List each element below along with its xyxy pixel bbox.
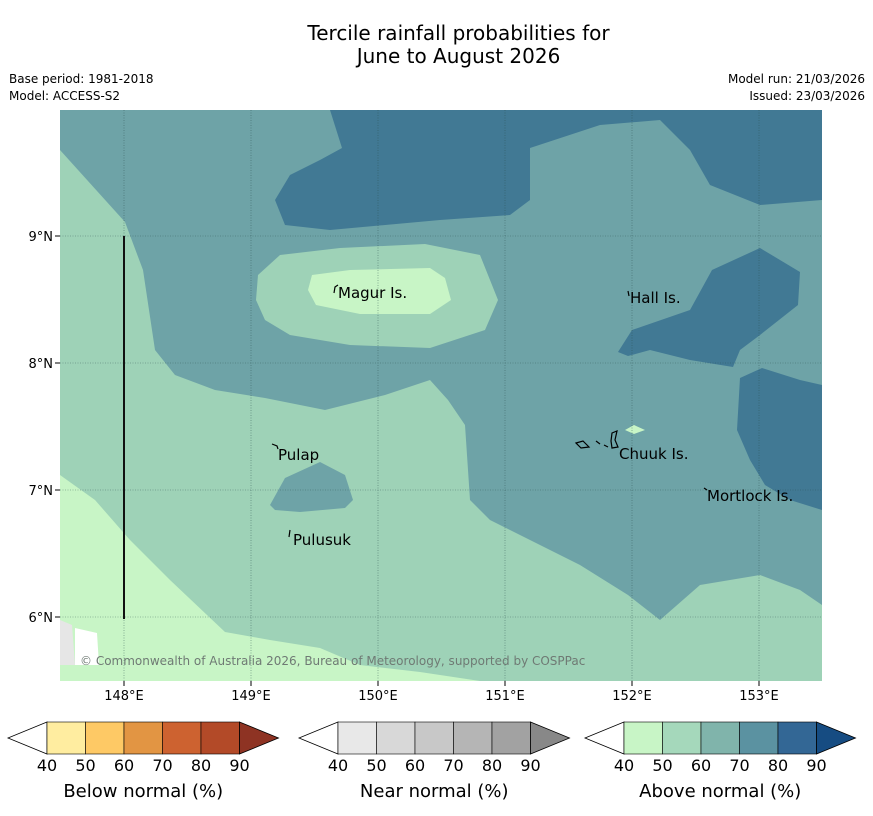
lon-label-153e: 153°E — [739, 689, 779, 700]
place-pulusuk: Pulusuk — [293, 531, 351, 549]
near-colorbar-tick: 60 — [405, 756, 425, 775]
region-above-80-north — [275, 110, 822, 230]
region-white-patch — [75, 628, 99, 665]
above-colorbar-tick: 80 — [768, 756, 788, 775]
colorbar-below: 40 50 60 70 80 90 Below normal (%) — [6, 721, 280, 802]
above-colorbar-tick: 60 — [691, 756, 711, 775]
lon-label-150e: 150°E — [358, 689, 398, 700]
below-colorbar-segment — [46, 721, 86, 755]
above-colorbar-segment — [662, 721, 702, 755]
near-colorbar-segment — [337, 721, 377, 755]
near-colorbar-segment — [376, 721, 416, 755]
forecast-map: Magur Is. Hall Is. Pulap Chuuk Is. Mortl… — [29, 110, 822, 700]
below-colorbar-right-extend — [239, 721, 280, 755]
title-line-1: Tercile rainfall probabilities for — [307, 21, 610, 45]
near-colorbar-tick: 70 — [443, 756, 463, 775]
below-colorbar-left-extend — [6, 721, 48, 755]
base-period-text: Base period: 1981-2018 — [9, 72, 154, 86]
above-colorbar-right-extend — [816, 721, 857, 755]
above-colorbar-tick: 50 — [652, 756, 672, 775]
colorbar-above: 40 50 60 70 80 90 Above normal (%) — [583, 721, 857, 802]
above-colorbar-tick: 40 — [614, 756, 634, 775]
region-above-80-hall — [618, 248, 800, 367]
lon-label-149e: 149°E — [231, 689, 271, 700]
near-colorbar-segment — [491, 721, 531, 755]
place-hall: Hall Is. — [630, 289, 681, 307]
above-colorbar-segment — [777, 721, 817, 755]
lat-label-9n: 9°N — [29, 230, 54, 245]
below-colorbar-tick: 70 — [152, 756, 172, 775]
near-colorbar-tick: 40 — [328, 756, 348, 775]
near-colorbar-tick: 90 — [520, 756, 540, 775]
below-colorbar-segment — [200, 721, 240, 755]
near-colorbar-label: Near normal (%) — [360, 781, 509, 802]
model-run-text: Model run: 21/03/2026 — [727, 72, 865, 86]
region-above-50-chuuk — [625, 425, 645, 434]
lat-label-6n: 6°N — [29, 611, 54, 626]
issued-text: Issued: 23/03/2026 — [749, 89, 865, 103]
near-colorbar-segment — [414, 721, 454, 755]
above-colorbar-tick: 90 — [806, 756, 826, 775]
island-marks — [271, 284, 708, 538]
near-colorbar-right-extend — [530, 721, 571, 755]
region-above-80-east — [737, 368, 822, 510]
place-mortlock: Mortlock Is. — [707, 487, 793, 505]
near-colorbar-segment — [453, 721, 493, 755]
meta-left: Base period: 1981-2018 Model: ACCESS-S2 — [9, 71, 154, 105]
lat-label-7n: 7°N — [29, 484, 54, 499]
above-colorbar-tick: 70 — [729, 756, 749, 775]
below-colorbar-tick: 60 — [114, 756, 134, 775]
lon-label-152e: 152°E — [612, 689, 652, 700]
lat-label-8n: 8°N — [29, 357, 54, 372]
below-colorbar-tick: 90 — [229, 756, 249, 775]
above-colorbar-label: Above normal (%) — [639, 781, 801, 802]
below-colorbar-segment — [123, 721, 163, 755]
colorbar-legends: 40 50 60 70 80 90 Below normal (%) 40 50 60 70 80 9… — [6, 721, 857, 802]
region-above-50-southwest — [60, 475, 480, 681]
region-near-normal-patch — [60, 620, 75, 665]
near-colorbar-tick: 80 — [482, 756, 502, 775]
chart-title: Tercile rainfall probabilities for June … — [0, 22, 873, 68]
region-above-50-magur — [308, 268, 451, 314]
lon-label-148e: 148°E — [104, 689, 144, 700]
colorbar-near: 40 50 60 70 80 90 Near normal (%) — [297, 721, 571, 802]
below-colorbar-tick: 40 — [37, 756, 57, 775]
near-colorbar-tick: 50 — [366, 756, 386, 775]
below-colorbar-tick: 50 — [75, 756, 95, 775]
below-colorbar-label: Below normal (%) — [63, 781, 223, 802]
above-colorbar-left-extend — [583, 721, 625, 755]
above-colorbar-segment — [623, 721, 663, 755]
region-above-60-west — [60, 150, 822, 681]
map-field — [60, 110, 822, 681]
place-magur: Magur Is. — [338, 284, 407, 302]
place-pulap: Pulap — [278, 446, 319, 464]
title-line-2: June to August 2026 — [356, 44, 561, 68]
below-colorbar-segment — [162, 721, 202, 755]
place-chuuk: Chuuk Is. — [619, 445, 688, 463]
model-text: Model: ACCESS-S2 — [9, 89, 121, 103]
copyright-text: © Commonwealth of Australia 2026, Bureau… — [80, 654, 585, 668]
meta-right: Model run: 21/03/2026 Issued: 23/03/2026 — [728, 71, 865, 105]
above-colorbar-segment — [700, 721, 740, 755]
near-colorbar-left-extend — [297, 721, 339, 755]
below-colorbar-segment — [85, 721, 125, 755]
lon-label-151e: 151°E — [485, 689, 525, 700]
below-colorbar-tick: 80 — [191, 756, 211, 775]
region-above-70-pulap — [270, 462, 353, 512]
above-colorbar-segment — [739, 721, 779, 755]
